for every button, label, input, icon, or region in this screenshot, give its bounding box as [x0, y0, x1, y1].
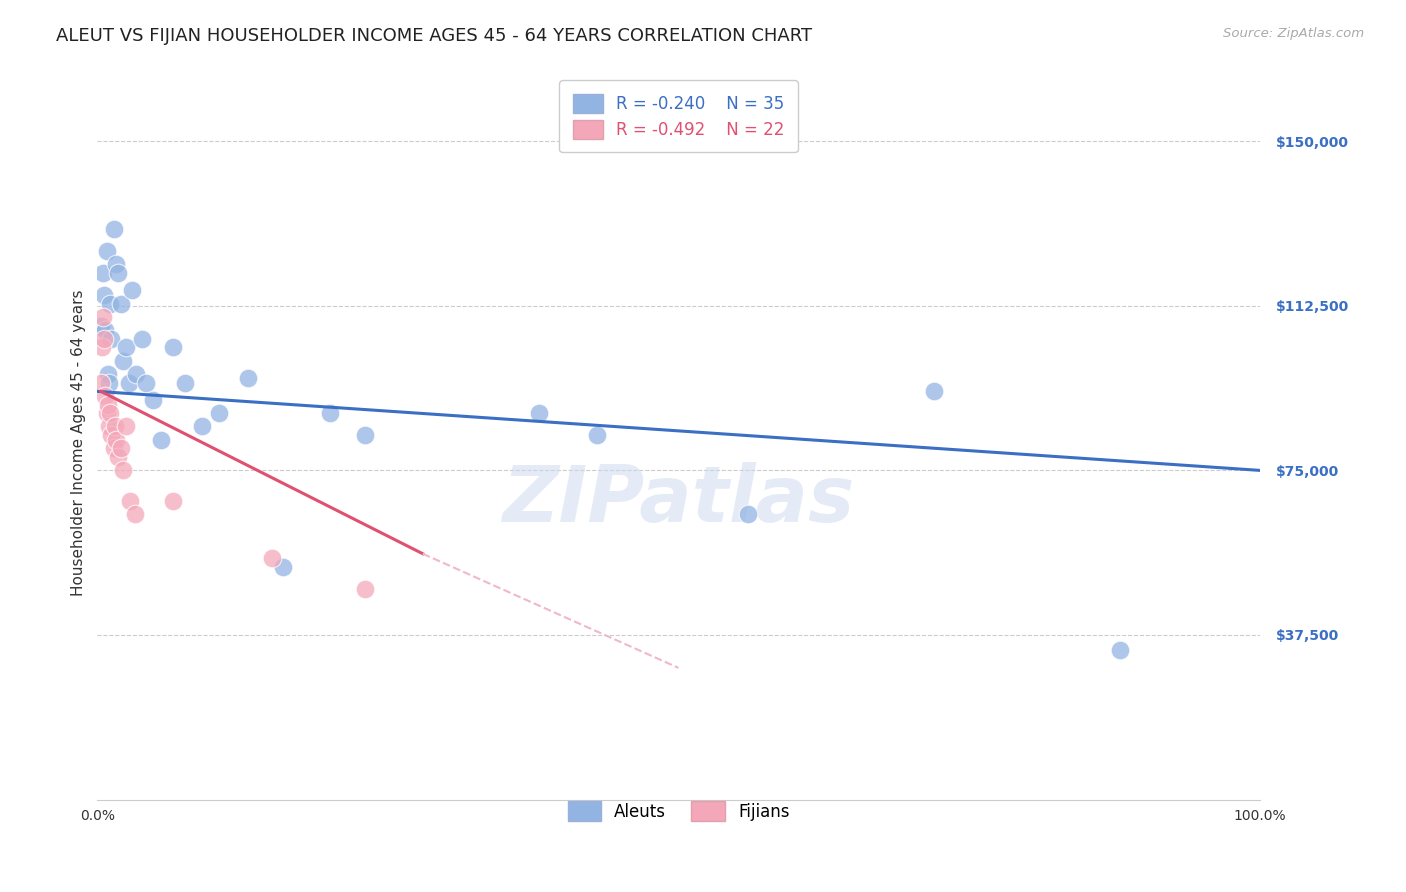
Point [1109, 643, 1132, 657]
Point [107, 266, 129, 280]
Point [91, 341, 114, 355]
Point [91, 266, 114, 280]
Point [103, 222, 125, 236]
Point [90, 318, 112, 333]
Point [208, 406, 231, 420]
Point [100, 428, 122, 442]
Point [527, 406, 550, 420]
Point [162, 341, 184, 355]
Point [93, 332, 115, 346]
Point [98, 296, 121, 310]
Point [131, 332, 153, 346]
Point [111, 463, 134, 477]
Point [96, 406, 118, 420]
Point [111, 353, 134, 368]
Point [97, 367, 120, 381]
Point [135, 376, 157, 390]
Point [96, 244, 118, 258]
Point [319, 406, 342, 420]
Point [94, 323, 117, 337]
Point [260, 551, 283, 566]
Point [104, 419, 127, 434]
Point [98, 406, 121, 420]
Point [104, 257, 127, 271]
Point [107, 450, 129, 465]
Point [125, 367, 148, 381]
Point [97, 398, 120, 412]
Point [94, 389, 117, 403]
Point [93, 288, 115, 302]
Text: Source: ZipAtlas.com: Source: ZipAtlas.com [1223, 27, 1364, 40]
Point [238, 371, 260, 385]
Text: ZIPatlas: ZIPatlas [502, 462, 855, 538]
Point [98, 419, 121, 434]
Point [103, 442, 125, 456]
Legend: Aleuts, Fijians: Aleuts, Fijians [554, 788, 803, 834]
Point [142, 393, 165, 408]
Point [586, 428, 609, 442]
Point [737, 508, 759, 522]
Point [150, 433, 173, 447]
Point [118, 494, 141, 508]
Point [110, 442, 132, 456]
Point [353, 428, 375, 442]
Point [115, 341, 138, 355]
Point [922, 384, 945, 399]
Point [273, 560, 295, 574]
Point [162, 494, 184, 508]
Point [118, 376, 141, 390]
Point [353, 582, 375, 596]
Point [173, 376, 195, 390]
Point [110, 296, 132, 310]
Point [91, 310, 114, 324]
Point [124, 508, 146, 522]
Point [115, 419, 138, 434]
Point [121, 284, 143, 298]
Text: ALEUT VS FIJIAN HOUSEHOLDER INCOME AGES 45 - 64 YEARS CORRELATION CHART: ALEUT VS FIJIAN HOUSEHOLDER INCOME AGES … [56, 27, 813, 45]
Point [191, 419, 214, 434]
Point [100, 332, 122, 346]
Point [90, 376, 112, 390]
Y-axis label: Householder Income Ages 45 - 64 years: Householder Income Ages 45 - 64 years [72, 290, 86, 596]
Point [104, 433, 127, 447]
Point [98, 376, 121, 390]
